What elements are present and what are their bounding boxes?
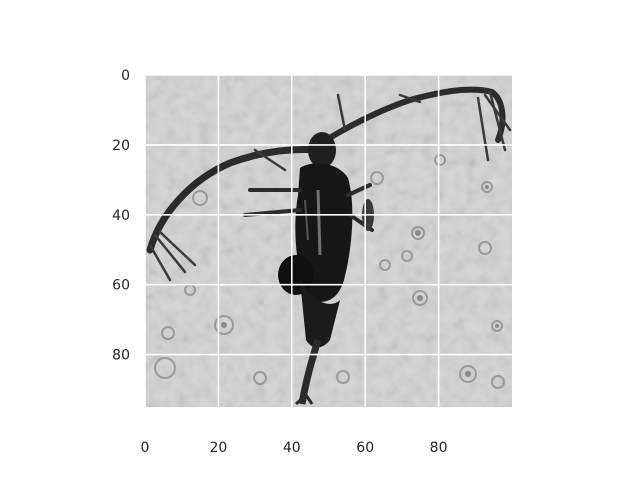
y-tick-label: 0 <box>121 68 130 84</box>
y-tick-label: 40 <box>112 208 130 224</box>
microscope-image <box>145 75 512 407</box>
y-axis-ticks: 0 20 40 60 80 <box>112 68 130 364</box>
grid-lines <box>144 74 512 407</box>
x-tick-label: 60 <box>356 440 374 456</box>
x-tick-label: 80 <box>430 440 448 456</box>
y-tick-label: 20 <box>112 138 130 154</box>
y-tick-label: 60 <box>112 278 130 294</box>
y-tick-label: 80 <box>112 348 130 364</box>
x-tick-label: 40 <box>283 440 301 456</box>
x-tick-label: 0 <box>141 440 150 456</box>
particles <box>154 154 505 389</box>
x-axis-ticks: 0 20 40 60 80 <box>141 440 448 456</box>
x-tick-label: 20 <box>209 440 227 456</box>
